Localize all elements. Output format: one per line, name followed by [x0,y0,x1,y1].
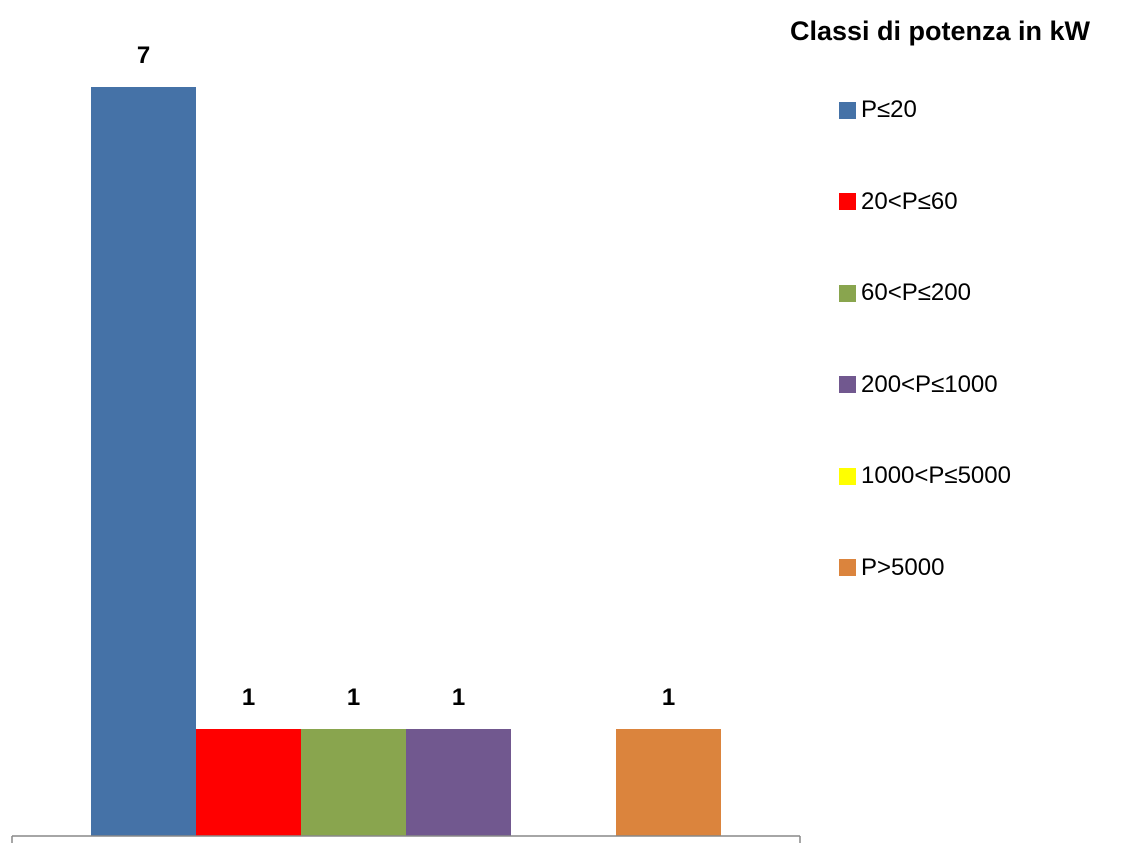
legend-item: 60<P≤200 [839,278,971,308]
bars-layer [91,87,721,836]
data-label-series-2: 1 [347,684,360,711]
legend-label: 20<P≤60 [861,187,958,215]
legend-swatch [839,559,856,576]
legend-swatch [839,193,856,210]
legend-item: P>5000 [839,553,944,583]
legend-item: P≤20 [839,95,917,125]
legend-label: P≤20 [861,96,917,123]
legend-label: P>5000 [861,553,945,581]
legend-label: 1000<P≤5000 [861,462,1011,489]
data-label-series-3: 1 [452,684,465,711]
bar-series-2 [301,729,406,836]
data-label-series-5: 1 [662,684,675,711]
data-label-series-0: 7 [137,42,150,69]
legend-swatch [839,101,856,119]
legend-title: Classi di potenza in kW [790,16,1091,46]
legend: Classi di potenza in kW [790,14,1140,48]
data-labels-layer: 7 1 1 1 1 [137,42,675,711]
legend-item: 200<P≤1000 [839,370,998,400]
bar-series-3 [406,729,511,836]
legend-item: 20<P≤60 [839,187,958,217]
legend-swatch [839,376,856,393]
bar-series-5 [616,729,721,836]
legend-label: 60<P≤200 [861,279,971,306]
plot-area: 7 1 1 1 1 [11,42,801,843]
legend-swatch [839,284,856,302]
legend-item: 1000<P≤5000 [839,461,1011,491]
bar-series-0 [91,87,196,836]
data-label-series-1: 1 [242,684,255,711]
legend-swatch [839,467,856,485]
legend-label: 200<P≤1000 [861,370,998,398]
bar-series-1 [196,729,301,836]
